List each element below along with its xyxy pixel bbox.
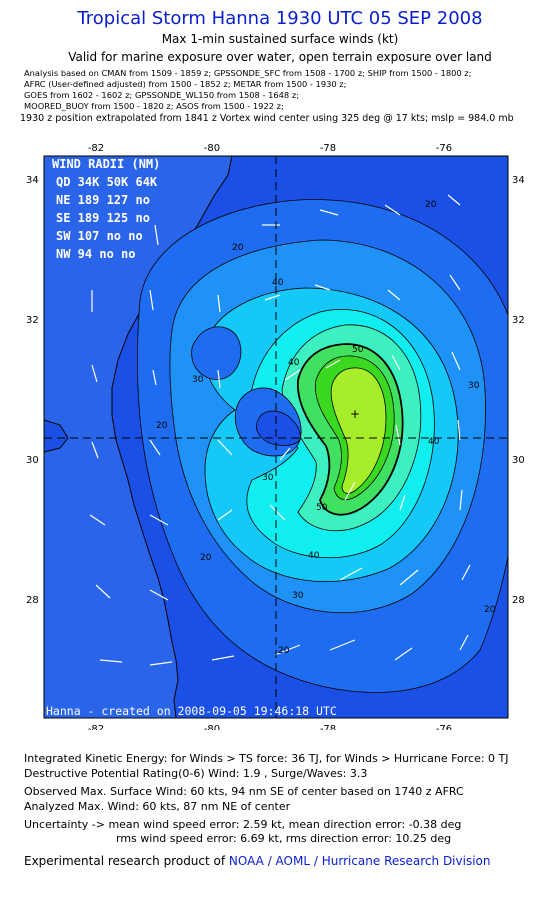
- product-credit: Experimental research product of NOAA / …: [24, 854, 490, 868]
- uncertainty-line: Uncertainty -> mean wind speed error: 2.…: [24, 818, 462, 831]
- map-frame: [43, 155, 509, 719]
- page-title: Tropical Storm Hanna 1930 UTC 05 SEP 200…: [77, 8, 483, 29]
- contour-label: 40: [308, 551, 320, 561]
- wind-radii-header: QD 34K 50K 64K: [56, 175, 158, 189]
- wind-radii-table: WIND RADII (NM) QD 34K 50K 64K NE 189 12…: [52, 157, 160, 261]
- contour-label: 50: [352, 345, 364, 355]
- contour-label: 40: [428, 437, 440, 447]
- wind-vectors: [89, 194, 471, 666]
- analysis-line: MOORED_BUOY from 1500 - 1820 z; ASOS fro…: [24, 101, 284, 111]
- lat-tick-left: 32: [26, 315, 39, 326]
- wind-radii-row: NE 189 127 no: [56, 193, 150, 207]
- contour-label: 50: [316, 503, 328, 513]
- position-note: 1930 z position extrapolated from 1841 z…: [20, 113, 514, 124]
- analysis-line: Analysis based on CMAN from 1509 - 1859 …: [24, 68, 472, 78]
- analysis-line: AFRC (User-defined adjusted) from 1500 -…: [24, 79, 347, 89]
- lat-tick-right: 32: [512, 315, 525, 326]
- contour-label: 30: [468, 381, 480, 391]
- lat-tick-right: 28: [512, 595, 525, 606]
- wind-radii-row: SW 107 no no: [56, 229, 143, 243]
- subtitle: Max 1-min sustained surface winds (kt): [161, 32, 399, 46]
- contour-label: 20: [156, 421, 168, 431]
- ike-text: Integrated Kinetic Energy: for Winds > T…: [24, 752, 509, 765]
- analysis-line: GOES from 1602 - 1602 z; GPSSONDE_WL150 …: [24, 90, 299, 100]
- valid-for-text: Valid for marine exposure over water, op…: [68, 50, 492, 64]
- contour-label: 20: [425, 200, 437, 210]
- wind-radii-title: WIND RADII (NM): [52, 157, 160, 171]
- contour-label: 40: [272, 278, 284, 288]
- contour-label: 20: [232, 243, 244, 253]
- low-wind-nw: [191, 326, 242, 380]
- lon-tick-top: -76: [436, 143, 452, 154]
- lon-tick-top: -78: [320, 143, 336, 154]
- max-wind-marker: +: [350, 407, 360, 421]
- wind-radii-row: SE 189 125 no: [56, 211, 150, 225]
- observed-max-wind: Observed Max. Surface Wind: 60 kts, 94 n…: [24, 785, 464, 798]
- lat-tick-right: 34: [512, 175, 525, 186]
- lon-tick-bottom: -80: [204, 724, 220, 730]
- wind-field: + 20 20 20 20 20 30 30 30 30 40 40 40 40…: [44, 156, 508, 718]
- contour-label: 30: [192, 375, 204, 385]
- contour-label: 30: [262, 473, 274, 483]
- contour-60: [330, 367, 387, 494]
- uncertainty-line: rms wind speed error: 6.69 kt, rms direc…: [116, 832, 452, 845]
- lat-tick-left: 30: [26, 455, 39, 466]
- wind-radii-row: NW 94 no no: [56, 247, 135, 261]
- low-wind-inner: [255, 410, 301, 446]
- wind-map: + 20 20 20 20 20 30 30 30 30 40 40 40 40…: [26, 143, 525, 730]
- contour-label: 40: [288, 358, 300, 368]
- lat-tick-left: 28: [26, 595, 39, 606]
- lon-tick-top: -82: [88, 143, 104, 154]
- lon-tick-top: -80: [204, 143, 220, 154]
- gulf-water: [44, 419, 69, 453]
- lon-tick-bottom: -82: [88, 724, 104, 730]
- contour-label: 20: [484, 605, 496, 615]
- contour-label: 30: [292, 591, 304, 601]
- product-prefix: Experimental research product of: [24, 854, 229, 868]
- contour-label: 20: [278, 646, 290, 656]
- lat-tick-right: 30: [512, 455, 525, 466]
- contour-label: 20: [200, 553, 212, 563]
- lon-tick-bottom: -76: [436, 724, 452, 730]
- map-credit: Hanna - created on 2008-09-05 19:46:18 U…: [46, 704, 337, 718]
- lon-tick-bottom: -78: [320, 724, 336, 730]
- lat-tick-left: 34: [26, 175, 39, 186]
- hrd-link[interactable]: NOAA / AOML / Hurricane Research Divisio…: [228, 854, 491, 868]
- dpr-text: Destructive Potential Rating(0-6) Wind: …: [24, 767, 368, 780]
- analyzed-max-wind: Analyzed Max. Wind: 60 kts, 87 nm NE of …: [24, 800, 291, 813]
